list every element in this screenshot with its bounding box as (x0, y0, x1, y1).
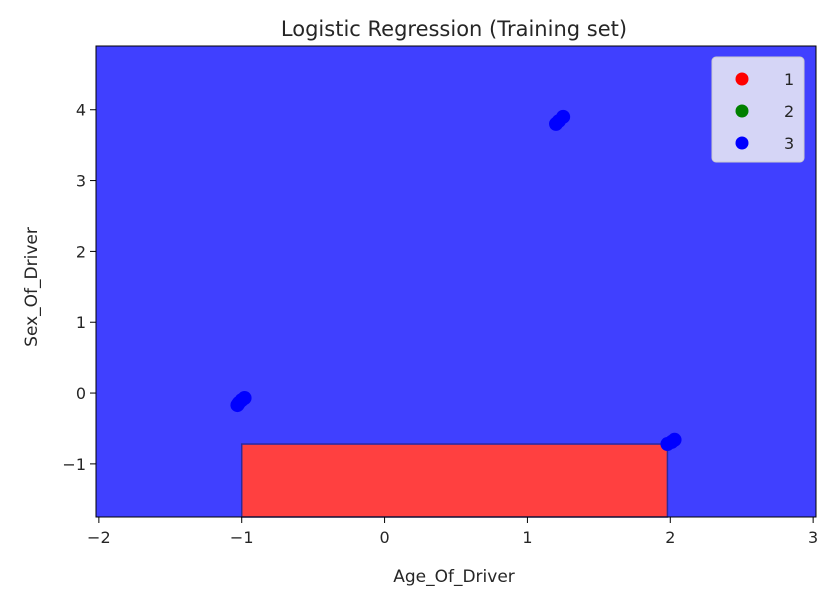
chart-title: Logistic Regression (Training set) (281, 17, 627, 41)
y-tick-label: 2 (76, 242, 86, 261)
x-axis: −2 −1 0 1 2 3 (87, 517, 818, 547)
y-axis: −1 0 1 2 3 4 (62, 101, 96, 474)
legend: 1 2 3 (711, 56, 805, 163)
data-point-class-3 (660, 437, 675, 452)
y-axis-label: Sex_Of_Driver (22, 227, 42, 347)
x-tick-label: 3 (808, 528, 818, 547)
data-point-class-3 (230, 398, 245, 413)
x-tick-label: −1 (230, 528, 254, 547)
data-point-class-3 (549, 116, 563, 131)
plot-frame (95, 45, 817, 518)
y-tick-label: −1 (62, 455, 86, 474)
decision-region-class-3 (96, 46, 816, 517)
legend-label-1: 1 (784, 70, 794, 89)
decision-region-class-1 (240, 443, 669, 518)
legend-marker-3 (735, 136, 749, 150)
legend-label-2: 2 (784, 102, 794, 121)
x-tick-label: −2 (87, 528, 111, 547)
legend-marker-2 (735, 104, 749, 118)
y-tick-label: 4 (76, 101, 86, 120)
y-tick-label: 1 (76, 313, 86, 332)
y-tick-label: 3 (76, 172, 86, 191)
legend-label-3: 3 (784, 134, 794, 153)
x-tick-label: 1 (522, 528, 532, 547)
x-tick-label: 2 (665, 528, 675, 547)
legend-box (711, 56, 805, 163)
x-axis-label: Age_Of_Driver (393, 567, 515, 587)
y-tick-label: 0 (76, 384, 86, 403)
plot-area (95, 45, 817, 518)
legend-marker-1 (735, 72, 749, 86)
x-tick-label: 0 (379, 528, 389, 547)
